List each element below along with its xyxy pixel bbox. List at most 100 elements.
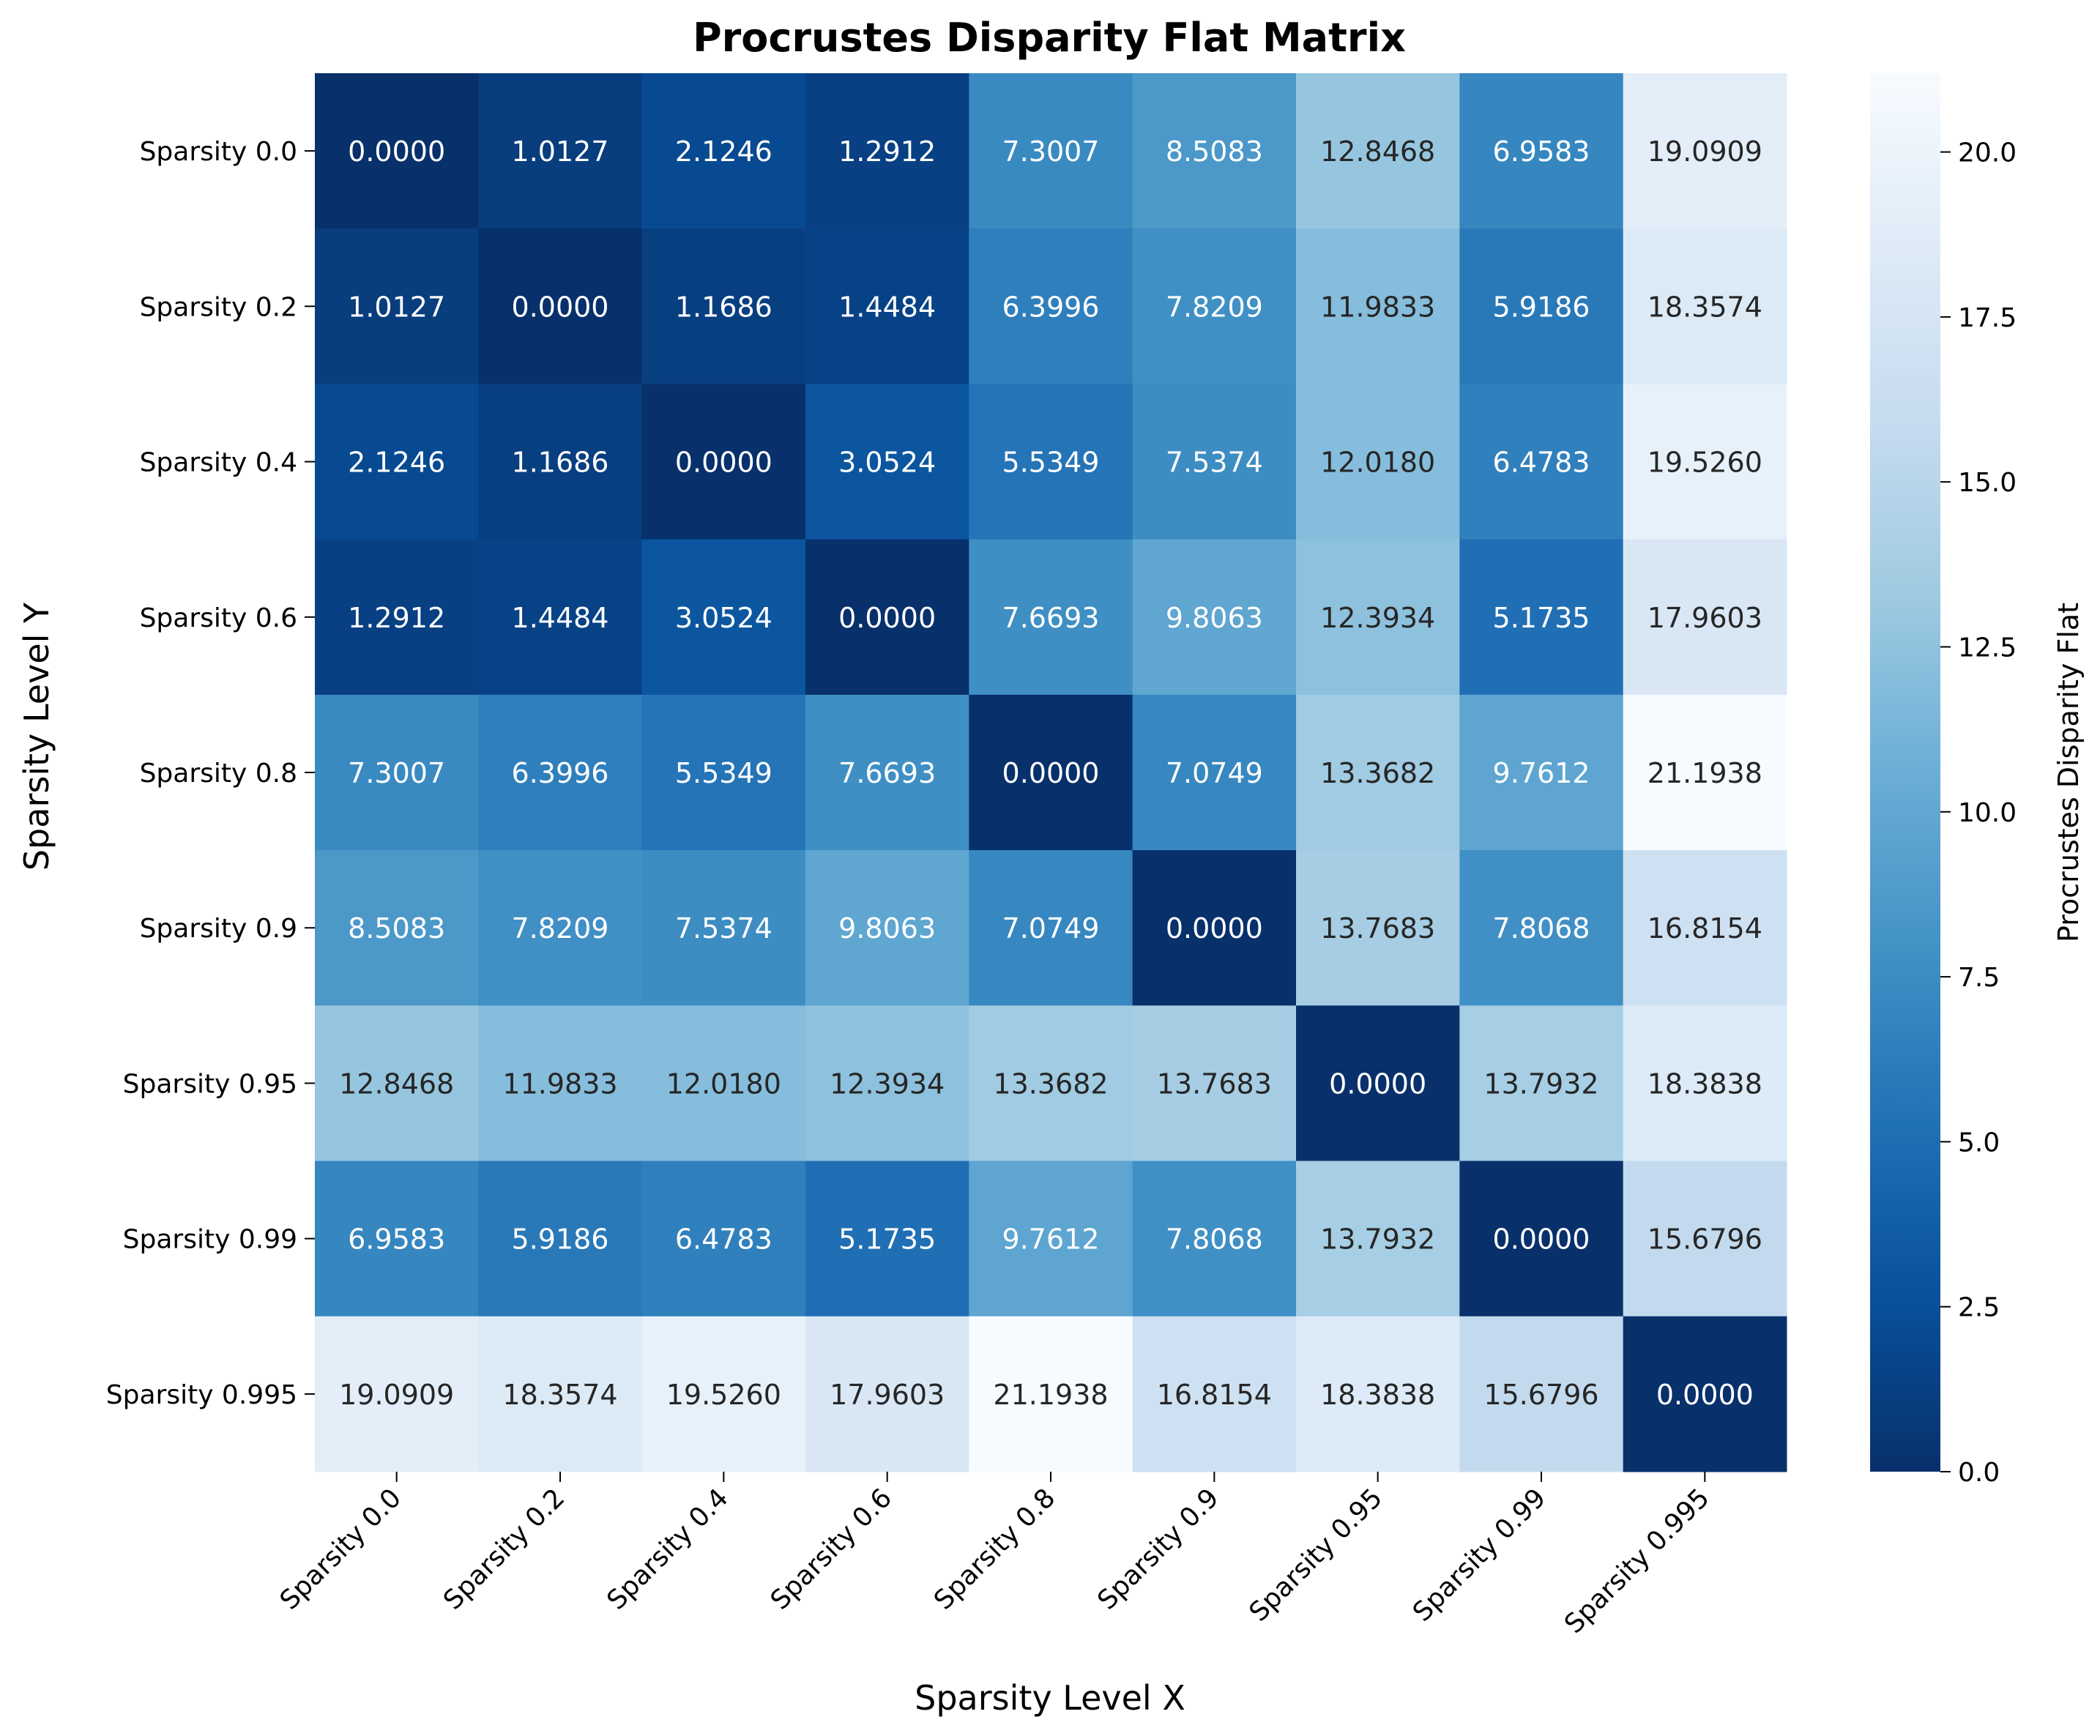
- heatmap-cell: [1132, 539, 1297, 696]
- heatmap-cell: [478, 539, 643, 696]
- heatmap-cell: [641, 73, 806, 229]
- cell-value-label: 7.0749: [1166, 757, 1263, 789]
- cell-value-label: 16.8154: [1647, 912, 1762, 945]
- heatmap-cell: [1459, 73, 1624, 229]
- cell-value-label: 19.0909: [339, 1379, 454, 1411]
- y-tick-label: Sparsity 0.995: [106, 1380, 297, 1410]
- heatmap-cell: [1132, 228, 1297, 384]
- cell-value-label: 3.0524: [838, 447, 936, 479]
- cell-value-label: 15.6796: [1647, 1223, 1762, 1256]
- cell-value-label: 15.6796: [1483, 1379, 1598, 1411]
- heatmap-cell: [805, 1161, 969, 1317]
- cell-value-label: 0.0000: [1002, 757, 1100, 789]
- cell-value-label: 7.8068: [1493, 912, 1590, 945]
- heatmap-cell: [1296, 384, 1460, 540]
- x-tick-label: Sparsity 0.2: [438, 1483, 570, 1615]
- cell-value-label: 19.0909: [1647, 135, 1762, 168]
- cell-value-label: 13.7683: [1157, 1068, 1272, 1100]
- heatmap-cell: [478, 1005, 643, 1162]
- x-tick-label: Sparsity 0.95: [1244, 1483, 1389, 1628]
- colorbar-tick-label: 12.5: [1958, 633, 2017, 663]
- x-tick-label: Sparsity 0.0: [275, 1483, 407, 1615]
- heatmap-cell: [1623, 694, 1787, 851]
- heatmap-cell: [478, 384, 643, 540]
- heatmap-cell: [315, 1161, 479, 1317]
- cell-value-label: 13.7932: [1483, 1068, 1598, 1100]
- y-tick-label: Sparsity 0.99: [123, 1225, 297, 1255]
- heatmap-cell: [641, 228, 806, 384]
- heatmap-cell: [969, 1161, 1133, 1317]
- heatmap-cell: [1623, 1316, 1787, 1472]
- heatmap-cell: [315, 228, 479, 384]
- cell-value-label: 5.5349: [675, 757, 772, 789]
- x-axis: Sparsity 0.0 Sparsity 0.2 Sparsity 0.4 Spar…: [275, 1472, 1716, 1639]
- colorbar-tick-label: 7.5: [1958, 963, 2000, 993]
- cell-value-label: 7.5374: [675, 912, 772, 945]
- y-tick-label: Sparsity 0.8: [140, 759, 297, 789]
- y-tick-label: Sparsity 0.0: [140, 137, 297, 167]
- heatmap-cell: [641, 694, 806, 851]
- heatmap-cell: [478, 1161, 643, 1317]
- cell-value-label: 8.5083: [1166, 135, 1263, 168]
- x-tick-label: Sparsity 0.4: [601, 1483, 734, 1615]
- y-tick-label: Sparsity 0.2: [140, 292, 297, 322]
- heatmap-cell: [1623, 850, 1787, 1006]
- y-tick-label: Sparsity 0.95: [123, 1069, 297, 1099]
- cell-value-label: 9.8063: [1166, 602, 1263, 634]
- cell-value-label: 0.0000: [1329, 1068, 1426, 1100]
- x-tick-label: Sparsity 0.6: [765, 1483, 898, 1615]
- cell-value-label: 0.0000: [1656, 1379, 1754, 1411]
- heatmap-cell: [478, 850, 643, 1006]
- cell-value-label: 11.9833: [502, 1068, 617, 1100]
- cell-value-label: 6.9583: [1493, 135, 1590, 168]
- heatmap-cell: [1459, 228, 1624, 384]
- chart-title: Procrustes Disparity Flat Matrix: [693, 15, 1406, 61]
- cell-value-label: 12.8468: [1320, 135, 1435, 168]
- cell-value-label: 1.2912: [838, 135, 936, 168]
- x-tick-label: Sparsity 0.9: [1092, 1483, 1224, 1615]
- x-tick-label: Sparsity 0.995: [1559, 1483, 1716, 1639]
- heatmap-cell: [315, 384, 479, 540]
- heatmap-cell: [1459, 1316, 1624, 1472]
- cell-value-label: 13.3682: [1320, 757, 1435, 789]
- heatmap-cell: [478, 694, 643, 851]
- heatmap-cell: [478, 1316, 643, 1472]
- cell-value-label: 16.8154: [1157, 1379, 1272, 1411]
- cell-value-label: 17.9603: [1647, 602, 1762, 634]
- y-tick-label: Sparsity 0.6: [140, 603, 297, 633]
- cell-value-label: 9.7612: [1002, 1223, 1100, 1256]
- heatmap-cell: [969, 384, 1133, 540]
- x-axis-label: Sparsity Level X: [915, 1678, 1185, 1718]
- cell-value-label: 1.1686: [675, 291, 772, 323]
- heatmap-cell: [1459, 539, 1624, 696]
- heatmap-cell: [1459, 1005, 1624, 1162]
- cell-value-label: 19.5260: [666, 1379, 781, 1411]
- cell-value-label: 7.3007: [1002, 135, 1100, 168]
- cell-value-label: 6.4783: [675, 1223, 772, 1256]
- cell-value-label: 0.0000: [348, 135, 445, 168]
- heatmap-cell: [315, 850, 479, 1006]
- heatmap-cell: [1459, 1161, 1624, 1317]
- x-tick-label: Sparsity 0.99: [1407, 1483, 1552, 1628]
- cell-value-label: 19.5260: [1647, 447, 1762, 479]
- heatmap-cell: [641, 384, 806, 540]
- heatmap-cell: [805, 850, 969, 1006]
- heatmap-cell: [1132, 73, 1297, 229]
- cell-value-label: 12.3934: [830, 1068, 945, 1100]
- cell-value-label: 18.3574: [502, 1379, 617, 1411]
- cell-value-label: 9.8063: [838, 912, 936, 945]
- heatmap-cell: [969, 1005, 1133, 1162]
- colorbar-label: Procrustes Disparity Flat: [2052, 603, 2085, 942]
- cell-value-label: 6.9583: [348, 1223, 445, 1256]
- heatmap-cell: [1296, 1161, 1460, 1317]
- heatmap-cell: [1296, 539, 1460, 696]
- cell-value-label: 7.5374: [1166, 447, 1263, 479]
- cell-value-label: 12.8468: [339, 1068, 454, 1100]
- heatmap-cell: [315, 73, 479, 229]
- y-axis-label: Sparsity Level Y: [17, 602, 56, 871]
- heatmap-cell: [1459, 694, 1624, 851]
- cell-value-label: 2.1246: [675, 135, 772, 168]
- heatmap-cell: [1132, 384, 1297, 540]
- heatmap-cell: [1296, 694, 1460, 851]
